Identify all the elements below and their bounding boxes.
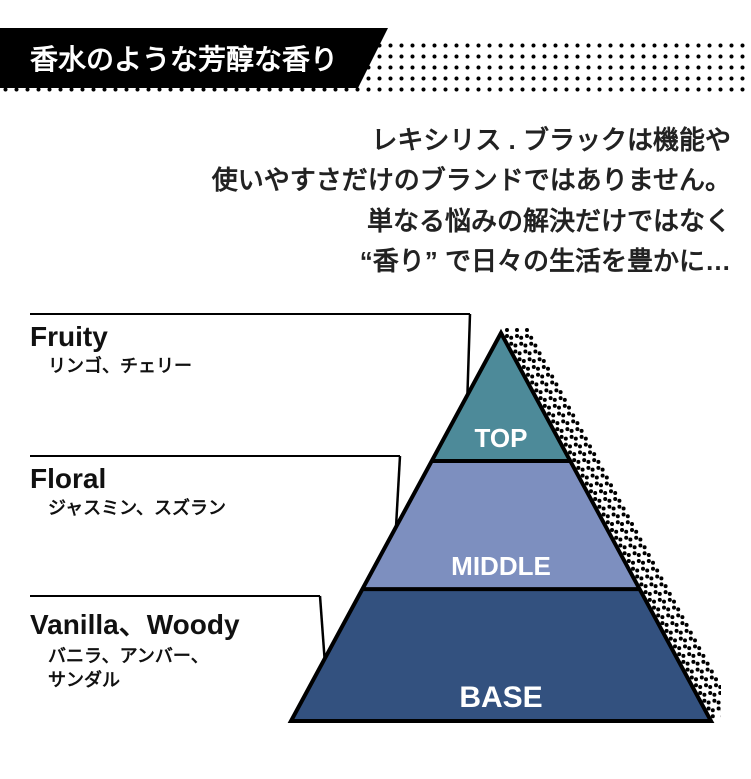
description-line: 使いやすさだけのブランドではありません。 <box>0 160 731 200</box>
description-text: レキシリス . ブラックは機能や使いやすさだけのブランドではありません。単なる悩… <box>0 120 751 281</box>
description-line: 単なる悩みの解決だけではなく <box>0 201 731 241</box>
banner-label: 香水のような芳醇な香り <box>0 28 388 88</box>
fragrance-pyramid-area: Fruityリンゴ、チェリーFloralジャスミン、スズランVanilla、Wo… <box>0 305 751 745</box>
description-line: レキシリス . ブラックは機能や <box>0 120 731 160</box>
heading-banner: 香水のような芳醇な香り <box>0 28 751 88</box>
connector-lines <box>0 305 751 745</box>
description-line: “香り” で日々の生活を豊かに… <box>0 241 731 281</box>
